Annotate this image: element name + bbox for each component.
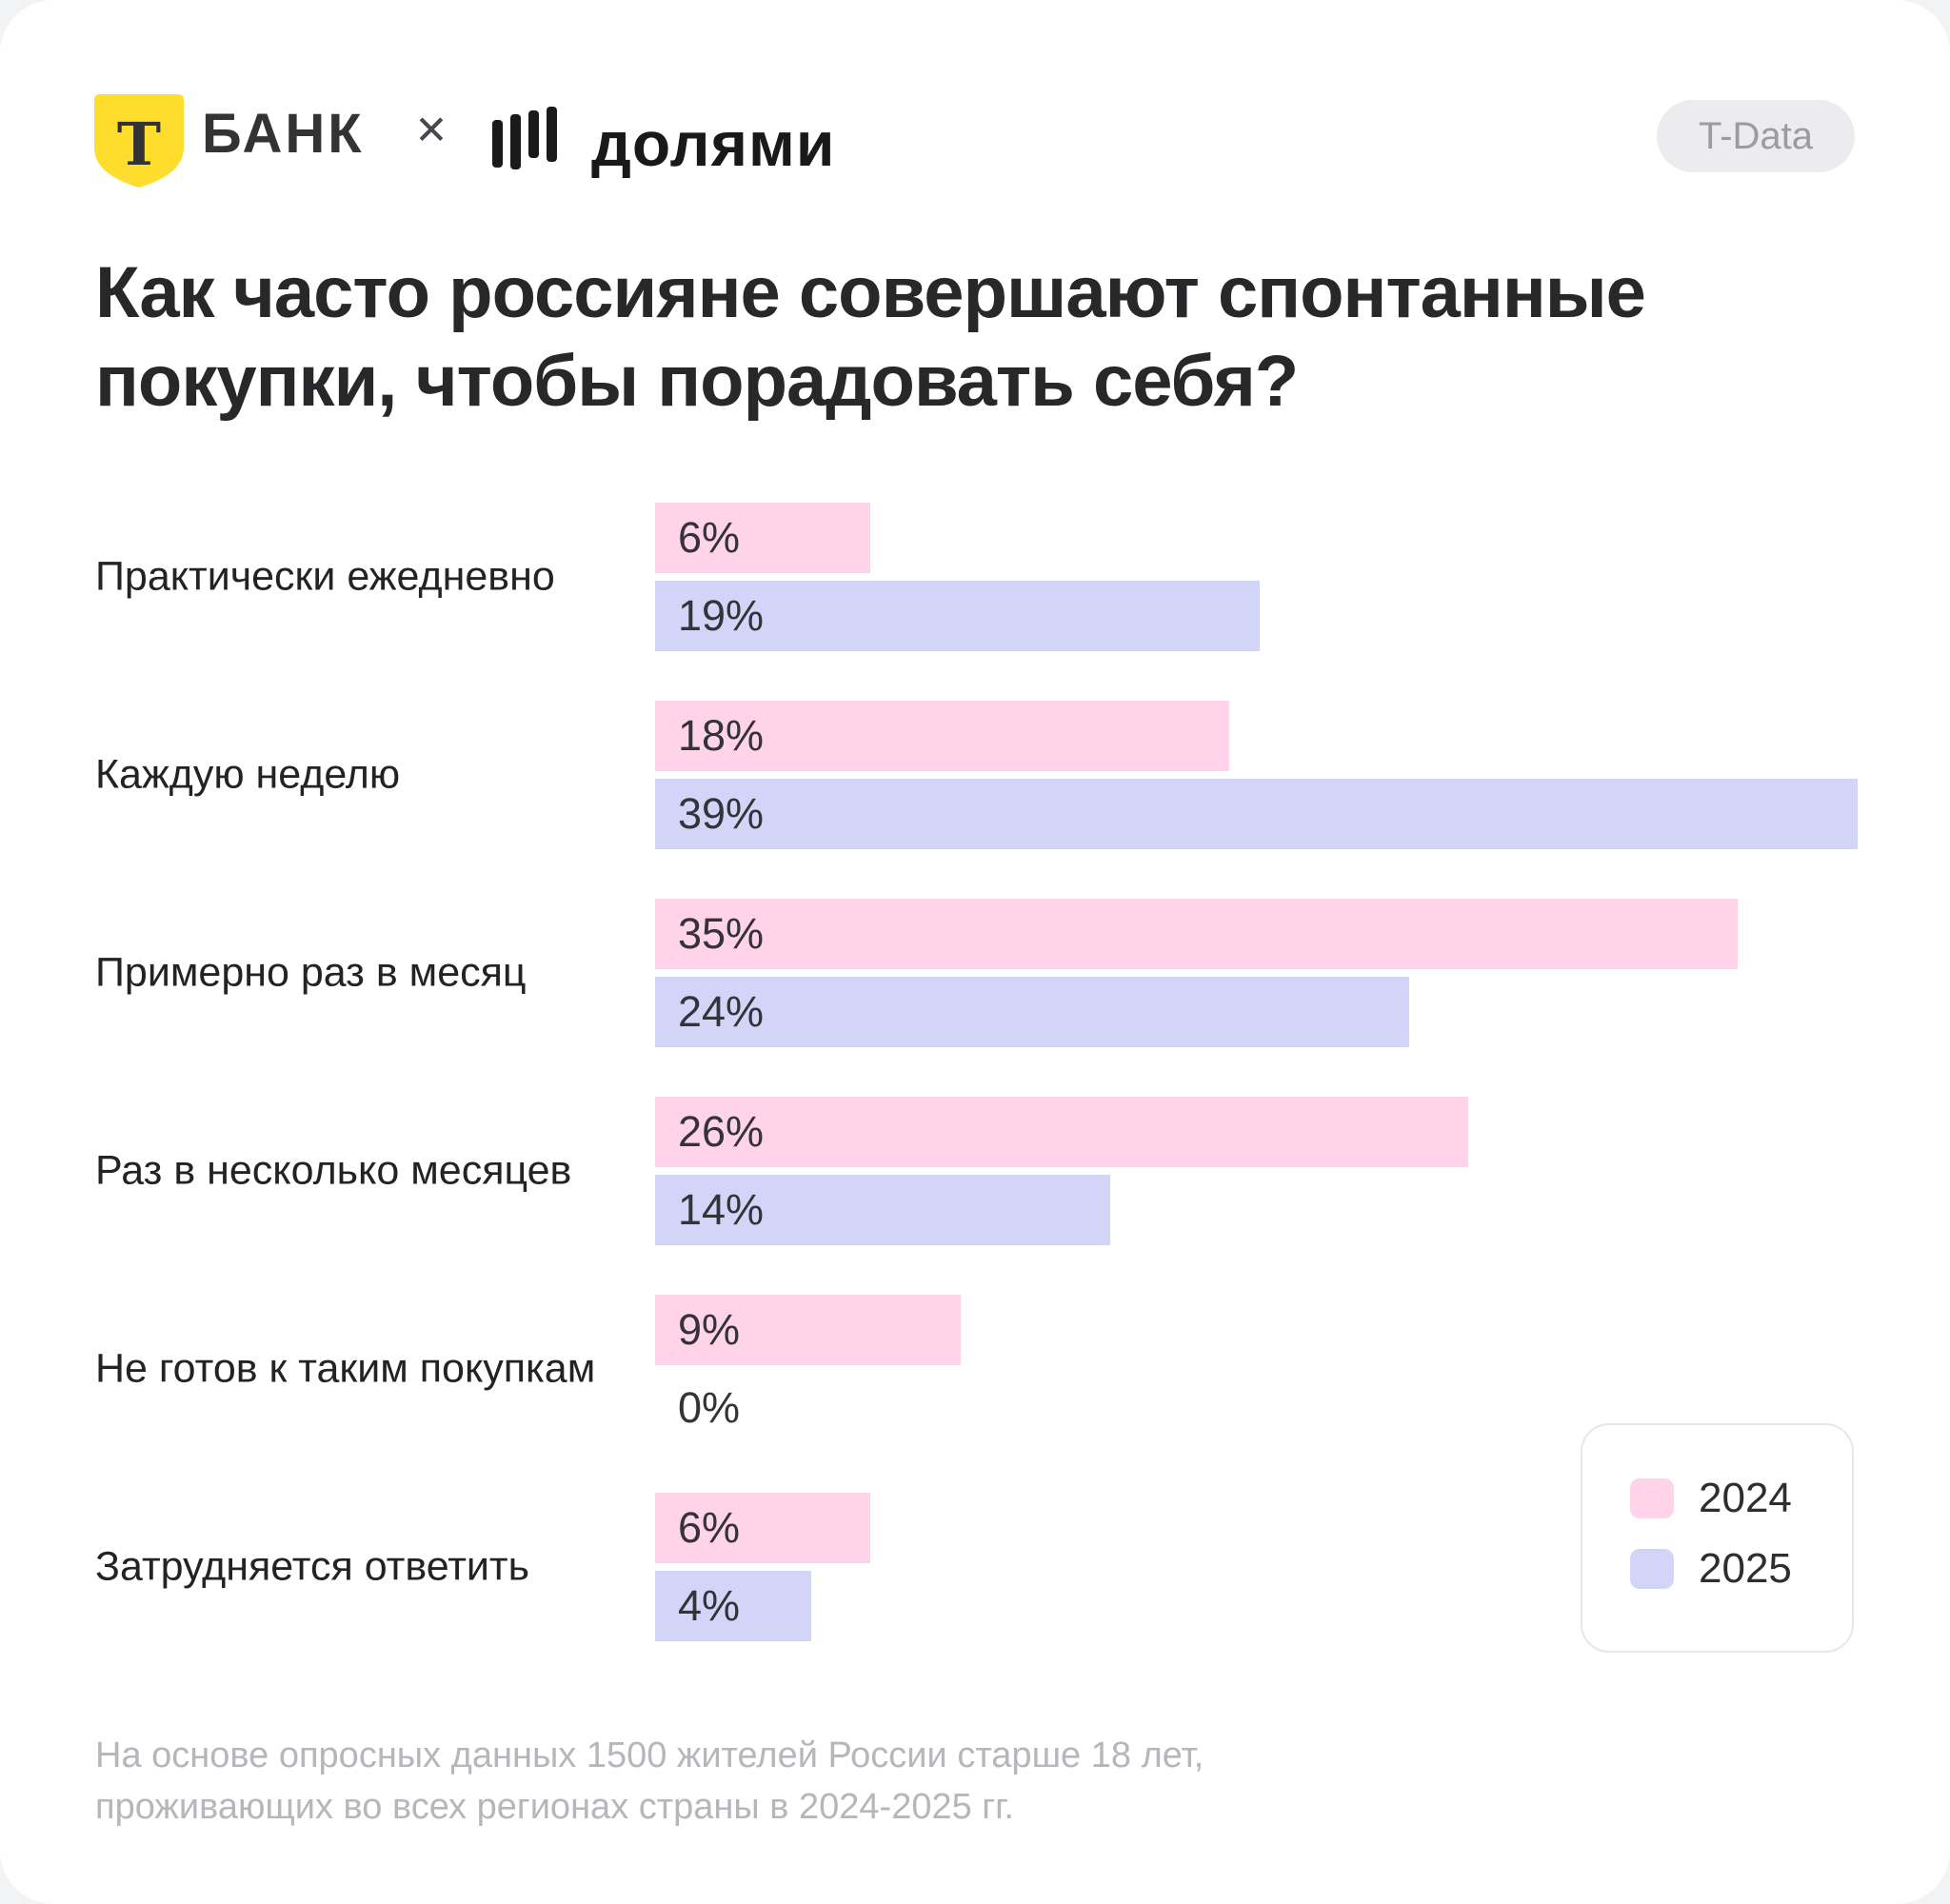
legend-label: 2024 bbox=[1699, 1475, 1792, 1521]
chart-row: Не готов к таким покупкам 9% 0% bbox=[0, 1295, 1950, 1443]
chart-title: Как часто россияне совершают спонтанные … bbox=[95, 252, 1646, 422]
bar-2024: 18% bbox=[655, 701, 1229, 771]
dolyami-wordmark: долями bbox=[591, 109, 836, 179]
bar-2024: 6% bbox=[655, 1493, 870, 1563]
category-label: Раз в несколько месяцев bbox=[95, 1147, 572, 1194]
bar-group: 9% 0% bbox=[655, 1295, 961, 1443]
footnote-line-2: проживающих во всех регионах страны в 20… bbox=[95, 1786, 1014, 1827]
bar-2024: 6% bbox=[655, 503, 870, 573]
legend-item: 2025 bbox=[1630, 1545, 1852, 1593]
tbank-shield-letter: Т bbox=[117, 109, 161, 179]
category-label: Практически ежедневно bbox=[95, 553, 555, 600]
chart-row: Раз в несколько месяцев 26% 14% bbox=[0, 1097, 1950, 1245]
bar-2025: 39% bbox=[655, 779, 1858, 849]
chart-legend: 2024 2025 bbox=[1581, 1423, 1854, 1653]
category-label: Затрудняется ответить bbox=[95, 1543, 530, 1590]
bar-2025: 4% bbox=[655, 1571, 811, 1641]
legend-swatch-icon bbox=[1630, 1549, 1674, 1589]
bar-2025: 14% bbox=[655, 1175, 1110, 1245]
tbank-wordmark: БАНК bbox=[202, 103, 365, 165]
bar-2024: 35% bbox=[655, 899, 1738, 969]
legend-swatch-icon bbox=[1630, 1478, 1674, 1518]
chart-row: Каждую неделю 18% 39% bbox=[0, 701, 1950, 849]
chart-row: Затрудняется ответить 6% 4% bbox=[0, 1493, 1950, 1641]
dolyami-logo: долями bbox=[492, 107, 835, 175]
t-data-badge: T-Data bbox=[1657, 100, 1855, 172]
bar-2025: 19% bbox=[655, 581, 1260, 651]
category-label: Не готов к таким покупкам bbox=[95, 1345, 596, 1392]
legend-item: 2024 bbox=[1630, 1475, 1852, 1522]
category-label: Каждую неделю bbox=[95, 751, 401, 798]
collab-x-icon: ✕ bbox=[414, 108, 448, 152]
chart-row: Практически ежедневно 6% 19% bbox=[0, 503, 1950, 651]
bar-group: 6% 19% bbox=[655, 503, 1260, 651]
bar-2025: 0% bbox=[678, 1383, 741, 1432]
bar-2024: 9% bbox=[655, 1295, 961, 1365]
footnote-line-1: На основе опросных данных 1500 жителей Р… bbox=[95, 1735, 1204, 1775]
bar-2024: 26% bbox=[655, 1097, 1468, 1167]
bar-group: 35% 24% bbox=[655, 899, 1738, 1047]
chart-row: Примерно раз в месяц 35% 24% bbox=[0, 899, 1950, 1047]
bar-2025: 24% bbox=[655, 977, 1409, 1047]
tbank-shield-icon: Т bbox=[94, 94, 184, 188]
legend-label: 2025 bbox=[1699, 1545, 1792, 1592]
category-label: Примерно раз в месяц bbox=[95, 949, 527, 996]
bar-group: 6% 4% bbox=[655, 1493, 870, 1641]
bar-group: 26% 14% bbox=[655, 1097, 1468, 1245]
bar-group: 18% 39% bbox=[655, 701, 1858, 849]
footnote: На основе опросных данных 1500 жителей Р… bbox=[95, 1731, 1204, 1834]
dolyami-bars-icon bbox=[492, 107, 567, 175]
